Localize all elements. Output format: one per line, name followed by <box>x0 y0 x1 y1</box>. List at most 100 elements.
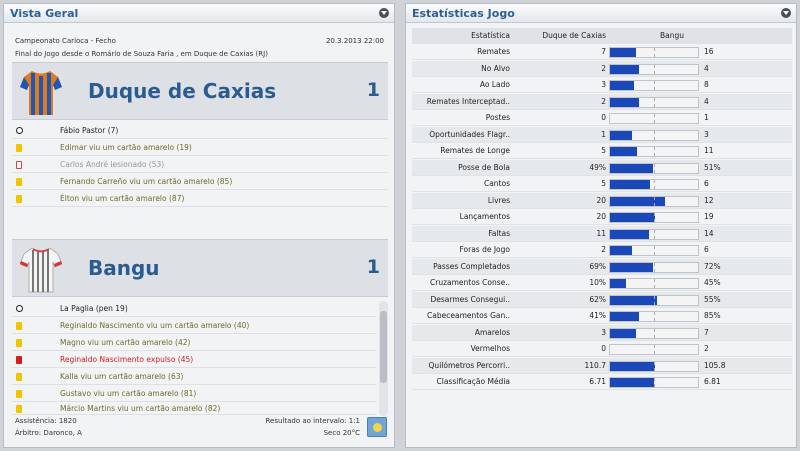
bar-midline <box>654 48 655 57</box>
home-shirt-icon <box>20 71 62 115</box>
event-text[interactable]: Edimar viu um cartão amarelo (19) <box>60 143 192 152</box>
stat-comparison-bar <box>609 63 699 75</box>
stat-home-bar-fill <box>610 81 634 90</box>
stats-header-home[interactable]: Duque de Caxias <box>542 31 606 40</box>
away-shirt-icon <box>20 247 62 293</box>
ball-icon <box>16 305 23 312</box>
stat-home-value: 10% <box>589 278 606 287</box>
stat-home-value: 69% <box>589 261 606 271</box>
event-text[interactable]: Reginaldo Nascimento expulso (45) <box>60 355 194 364</box>
overview-panel-header: Vista Geral <box>4 4 394 23</box>
stat-comparison-bar <box>609 212 699 223</box>
overview-panel: Vista Geral Campeonato Carioca - Fecho 2… <box>3 3 395 448</box>
bar-midline <box>654 213 655 222</box>
stat-home-value: 62% <box>589 294 606 304</box>
bar-midline <box>654 312 655 321</box>
stats-row: Postes 0 1 <box>412 110 792 126</box>
away-event-yellow: Márcio Martins viu um cartão amarelo (82… <box>12 403 376 415</box>
yellow-card-icon <box>16 339 22 347</box>
bar-midline <box>654 64 655 74</box>
home-team-band: Duque de Caxias 1 <box>12 62 388 120</box>
stat-away-value: 55% <box>704 294 721 304</box>
stat-home-value: 2 <box>601 245 606 254</box>
stat-label: No Alvo <box>481 63 510 73</box>
bar-midline <box>654 81 655 90</box>
stat-home-bar-fill <box>610 279 626 288</box>
yellow-card-icon <box>16 390 22 398</box>
stats-header-away[interactable]: Bangu <box>660 31 685 40</box>
attendance: Assistência: 1820 <box>15 417 77 425</box>
yellow-card-icon <box>16 144 22 152</box>
event-text[interactable]: Gustavo viu um cartão amarelo (81) <box>60 389 197 398</box>
stat-home-value: 1 <box>601 129 606 139</box>
event-text[interactable]: Reginaldo Nascimento viu um cartão amare… <box>60 321 250 330</box>
event-text[interactable]: Fábio Pastor (7) <box>60 126 119 135</box>
home-event-injury: Carlos André lesionado (53) <box>12 157 388 173</box>
match-stats-menu-chevron-icon[interactable] <box>781 8 791 18</box>
stats-header-row: Estatística Duque de Caxias Bangu <box>412 28 792 44</box>
bar-midline <box>654 196 655 206</box>
overview-menu-chevron-icon[interactable] <box>379 8 389 18</box>
stat-home-bar-fill <box>610 262 654 272</box>
away-event-yellow: Kalla viu um cartão amarelo (63) <box>12 369 376 385</box>
stat-label: Foras de Jogo <box>459 245 510 254</box>
stat-label: Classificação Média <box>436 377 510 386</box>
away-event-red: Reginaldo Nascimento expulso (45) <box>12 352 376 368</box>
away-team-name[interactable]: Bangu <box>88 256 160 280</box>
stat-home-bar-fill <box>610 229 649 239</box>
bar-midline <box>654 328 655 338</box>
stat-comparison-bar <box>609 294 699 306</box>
stat-home-bar-fill <box>610 64 640 74</box>
stat-comparison-bar <box>609 80 699 91</box>
yellow-card-icon <box>16 322 22 330</box>
stat-label: Ao Lado <box>479 80 510 89</box>
stat-label: Quilómetros Percorri.. <box>428 360 510 370</box>
stat-away-value: 85% <box>704 311 721 320</box>
stats-row: Foras de Jogo 2 6 <box>412 242 792 258</box>
stat-comparison-bar <box>609 96 699 108</box>
stats-header-label[interactable]: Estatística <box>471 31 510 40</box>
event-text[interactable]: Fernando Carreño viu um cartão amarelo (… <box>60 177 233 186</box>
away-event-goal: La Paglia (pen 19) <box>12 301 376 317</box>
home-team-name[interactable]: Duque de Caxias <box>88 79 277 103</box>
stat-away-value: 3 <box>704 129 709 139</box>
stat-label: Cabeceamentos Gan.. <box>427 311 510 320</box>
referee[interactable]: Árbitro: Daronco, A <box>15 429 82 437</box>
stat-away-value: 6 <box>704 179 709 188</box>
home-event-goal: Fábio Pastor (7) <box>12 123 388 139</box>
away-events-scrollbar[interactable] <box>379 301 388 416</box>
scrollbar-thumb[interactable] <box>380 311 387 383</box>
stat-label: Remates Interceptad.. <box>426 96 510 106</box>
stat-home-bar-fill <box>610 163 654 173</box>
event-text[interactable]: Carlos André lesionado (53) <box>60 160 165 169</box>
stat-label: Remates de Longe <box>440 146 510 155</box>
bar-midline <box>654 279 655 288</box>
stat-label: Amarelos <box>474 327 510 337</box>
stat-away-value: 12 <box>704 195 714 205</box>
stats-row: Remates 7 16 <box>412 44 792 60</box>
stat-home-bar-fill <box>610 130 632 140</box>
bar-midline <box>654 163 655 173</box>
event-text[interactable]: Kalla viu um cartão amarelo (63) <box>60 372 184 381</box>
stat-label: Postes <box>485 113 510 122</box>
stats-row: Cruzamentos Conse.. 10% 45% <box>412 275 792 291</box>
match-stats-panel: Estatísticas Jogo Estatística Duque de C… <box>405 3 797 448</box>
stat-home-bar-fill <box>610 180 650 189</box>
stats-row: Livres 20 12 <box>412 192 792 209</box>
event-text[interactable]: La Paglia (pen 19) <box>60 304 128 313</box>
event-text[interactable]: Magno viu um cartão amarelo (42) <box>60 338 191 347</box>
stats-row: No Alvo 2 4 <box>412 60 792 77</box>
stat-away-value: 1 <box>704 113 709 122</box>
stat-home-value: 0 <box>601 113 606 122</box>
match-description: Final do Jogo desde o Romário de Souza F… <box>15 50 268 58</box>
event-text[interactable]: Élton viu um cartão amarelo (87) <box>60 194 185 203</box>
away-event-yellow: Gustavo viu um cartão amarelo (81) <box>12 386 376 402</box>
stat-home-bar-fill <box>610 295 657 305</box>
stat-away-value: 16 <box>704 47 714 56</box>
stats-row: Vermelhos 0 2 <box>412 341 792 357</box>
stat-label: Posse de Bola <box>458 162 510 172</box>
stat-away-value: 4 <box>704 63 709 73</box>
stat-home-value: 110.7 <box>584 360 606 370</box>
event-text[interactable]: Márcio Martins viu um cartão amarelo (82… <box>60 404 221 413</box>
bar-midline <box>654 295 655 305</box>
